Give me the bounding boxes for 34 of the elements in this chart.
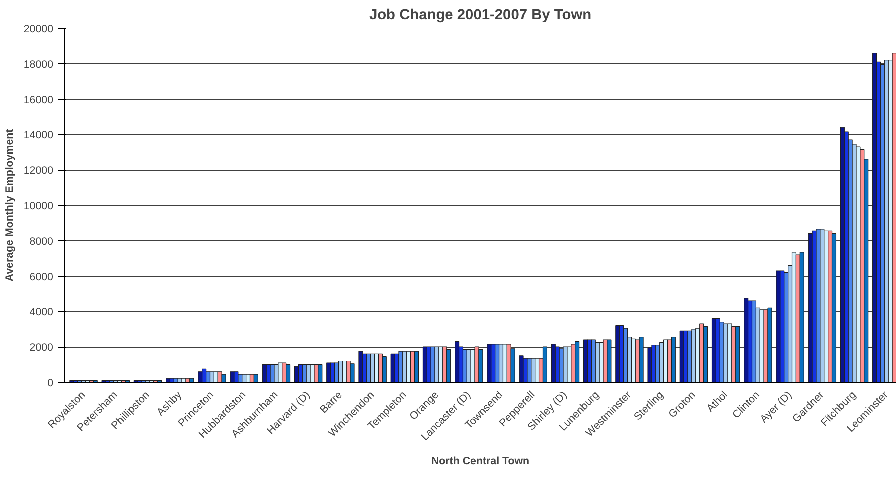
bar bbox=[414, 351, 420, 382]
x-axis-title: North Central Town bbox=[431, 456, 530, 468]
bar bbox=[446, 349, 452, 382]
bar bbox=[350, 364, 355, 382]
bar bbox=[671, 337, 676, 382]
bar bbox=[704, 326, 708, 382]
bar bbox=[382, 356, 387, 382]
bar bbox=[222, 374, 226, 382]
bar bbox=[800, 252, 804, 382]
y-tick-label: 0 bbox=[48, 378, 54, 390]
y-axis-title: Average Monthly Employment bbox=[4, 128, 16, 282]
bar bbox=[254, 374, 258, 382]
bar bbox=[542, 346, 548, 382]
y-tick-label: 16000 bbox=[24, 94, 54, 106]
y-tick-label: 10000 bbox=[24, 200, 54, 212]
bar bbox=[286, 364, 291, 382]
bar bbox=[639, 337, 644, 382]
y-tick-label: 8000 bbox=[30, 236, 54, 248]
bar bbox=[768, 308, 772, 382]
bar bbox=[607, 340, 612, 382]
bar bbox=[892, 52, 896, 382]
bar bbox=[575, 341, 580, 382]
y-tick-label: 18000 bbox=[24, 58, 54, 71]
y-tick-label: 12000 bbox=[24, 165, 54, 178]
bar bbox=[478, 349, 484, 382]
y-tick-label: 4000 bbox=[30, 306, 54, 319]
y-tick-label: 20000 bbox=[24, 24, 54, 36]
bar bbox=[832, 234, 837, 382]
bar bbox=[736, 326, 740, 382]
y-tick-label: 14000 bbox=[24, 130, 54, 142]
bar bbox=[318, 364, 323, 382]
chart-title: Job Change 2001-2007 By Town bbox=[369, 8, 592, 24]
y-tick-label: 6000 bbox=[30, 271, 54, 284]
y-tick-label: 2000 bbox=[30, 342, 54, 354]
